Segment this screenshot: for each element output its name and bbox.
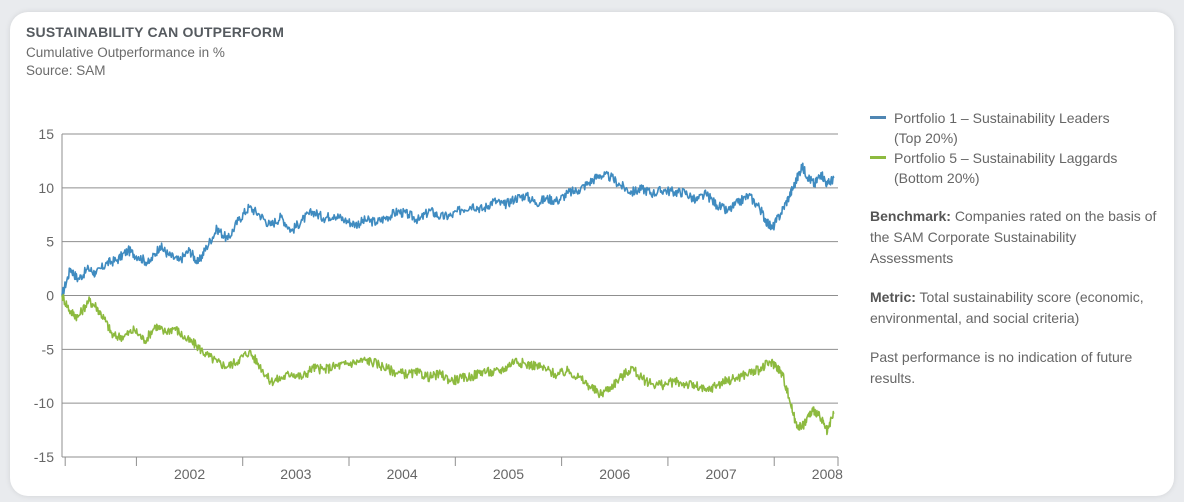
x-tick-label: 2007 — [705, 466, 736, 482]
x-tick-label: 2003 — [280, 466, 311, 482]
x-tick-label: 2004 — [387, 466, 418, 482]
legend-item-portfolio-5: Portfolio 5 – Sustainability Laggards (B… — [870, 148, 1160, 188]
chart-title: SUSTAINABILITY CAN OUTPERFORM — [26, 24, 285, 40]
legend-item-portfolio-1: Portfolio 1 – Sustainability Leaders (To… — [870, 108, 1160, 148]
legend: Portfolio 1 – Sustainability Leaders (To… — [870, 108, 1160, 389]
y-tick-label: 10 — [38, 180, 54, 196]
legend-label-portfolio-5: Portfolio 5 – Sustainability Laggards — [894, 150, 1118, 166]
x-tick-label: 2008 — [812, 466, 843, 482]
legend-sublabel-portfolio-5: (Bottom 20%) — [894, 170, 980, 186]
y-tick-label: 15 — [38, 126, 54, 142]
metric-note: Metric: Total sustainability score (econ… — [870, 287, 1160, 329]
disclaimer-note: Past performance is no indication of fut… — [870, 349, 1133, 386]
legend-sublabel-portfolio-1: (Top 20%) — [894, 130, 958, 146]
metric-label: Metric: — [870, 289, 916, 305]
series-line-portfolio-5 — [61, 293, 835, 436]
y-tick-label: -15 — [34, 449, 54, 465]
title-block: SUSTAINABILITY CAN OUTPERFORM Cumulative… — [26, 24, 284, 78]
series-line-portfolio-1 — [61, 162, 835, 296]
x-tick-label: 2005 — [493, 466, 524, 482]
legend-swatch-portfolio-5 — [870, 156, 886, 159]
legend-label-portfolio-1: Portfolio 1 – Sustainability Leaders — [894, 110, 1110, 126]
y-tick-label: -10 — [34, 395, 54, 411]
chart-source: Source: SAM — [26, 63, 106, 78]
x-tick-label: 2006 — [599, 466, 630, 482]
y-tick-label: -5 — [42, 341, 55, 357]
chart-subtitle: Cumulative Outperformance in % — [26, 45, 225, 60]
metric-text: Total sustainability score (economic, en… — [870, 289, 1144, 326]
benchmark-note: Benchmark: Companies rated on the basis … — [870, 206, 1160, 269]
benchmark-label: Benchmark: — [870, 208, 951, 224]
benchmark-text: Companies rated on the basis of the SAM … — [870, 208, 1157, 266]
x-tick-label: 2002 — [174, 466, 205, 482]
y-tick-label: 0 — [46, 288, 54, 304]
y-tick-label: 5 — [46, 234, 54, 250]
legend-swatch-portfolio-1 — [870, 116, 886, 119]
